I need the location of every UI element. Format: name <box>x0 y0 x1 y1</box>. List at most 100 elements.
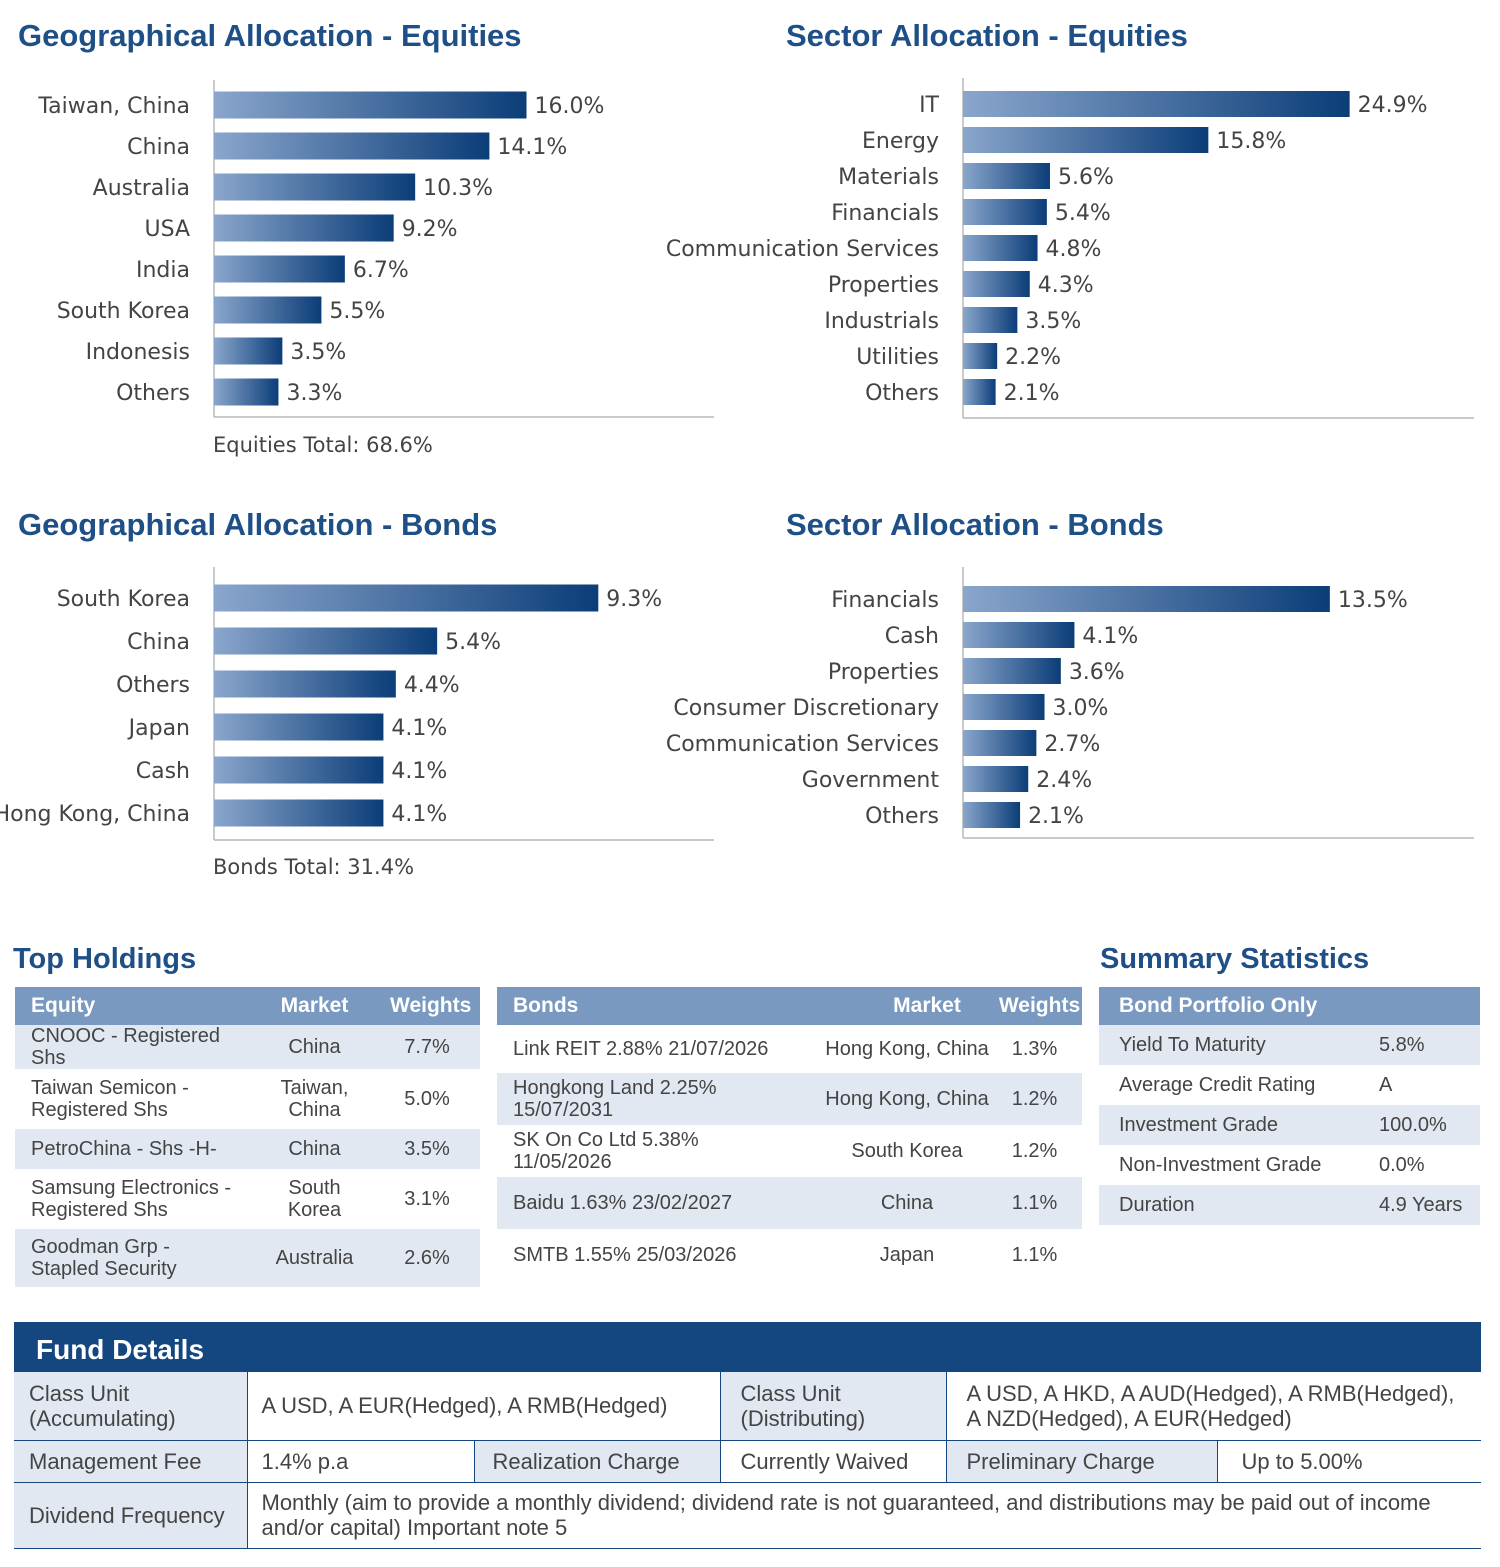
value-label: 24.9% <box>1358 93 1428 118</box>
mgmt-fee-value: 1.4% p.a <box>247 1440 475 1483</box>
equities-total: Equities Total: 68.6% <box>213 433 433 457</box>
value-label: 13.5% <box>1338 588 1408 613</box>
fund-details-section: Fund Details Class Unit (Accumulating) A… <box>14 1322 1482 1549</box>
fund-row-class-units: Class Unit (Accumulating) A USD, A EUR(H… <box>14 1372 1482 1441</box>
column-header-weights: Weights <box>997 987 1082 1025</box>
summary-statistics-title: Summary Statistics <box>1100 943 1370 975</box>
bar <box>963 379 996 405</box>
stat-value: 5.8% <box>1361 1025 1480 1065</box>
value-label: 3.5% <box>290 340 346 365</box>
holding-name: PetroChina - Shs -H- <box>15 1129 255 1169</box>
realization-charge-value: Currently Waived <box>720 1440 947 1483</box>
category-label: Properties <box>828 660 939 685</box>
holding-market: China <box>817 1177 997 1229</box>
value-label: 4.1% <box>391 716 447 741</box>
stat-label: Average Credit Rating <box>1099 1065 1361 1105</box>
category-label: Australia <box>93 176 190 201</box>
category-label: South Korea <box>57 299 190 324</box>
sector-bonds-title: Sector Allocation - Bonds <box>786 507 1164 542</box>
category-label: China <box>127 630 190 655</box>
value-label: 9.3% <box>606 587 662 612</box>
holding-name: Samsung Electronics - Registered Shs <box>15 1169 255 1229</box>
stat-label: Non-Investment Grade <box>1099 1145 1361 1185</box>
bar <box>214 713 384 741</box>
bar <box>963 163 1050 189</box>
category-label: Hong Kong, China <box>0 802 190 827</box>
bar <box>963 235 1038 261</box>
bar <box>963 91 1350 117</box>
fund-details-table: Class Unit (Accumulating) A USD, A EUR(H… <box>14 1372 1482 1549</box>
bar <box>963 730 1037 756</box>
column-header-bonds: Bonds <box>497 987 817 1025</box>
bar <box>963 271 1030 297</box>
holding-weight: 5.0% <box>374 1069 480 1129</box>
category-label: Industrials <box>824 309 939 334</box>
value-label: 4.3% <box>1038 273 1094 298</box>
bar <box>963 127 1209 153</box>
table-row: Link REIT 2.88% 21/07/2026 Hong Kong, Ch… <box>497 1025 1082 1073</box>
table-row: Duration 4.9 Years <box>1099 1185 1480 1225</box>
category-label: Materials <box>838 165 939 190</box>
category-label: Others <box>865 804 939 829</box>
holding-name: SMTB 1.55% 25/03/2026 <box>497 1229 817 1281</box>
table-row: Investment Grade 100.0% <box>1099 1105 1480 1145</box>
bar <box>214 132 490 160</box>
bar <box>214 378 279 406</box>
category-label: Others <box>865 381 939 406</box>
bar <box>214 214 394 242</box>
bar <box>214 799 384 827</box>
value-label: 2.1% <box>1004 381 1060 406</box>
summary-header: Bond Portfolio Only <box>1099 987 1480 1025</box>
holding-market: Australia <box>255 1229 374 1287</box>
column-header-market: Market <box>817 987 997 1025</box>
table-row: Taiwan Semicon - Registered Shs Taiwan, … <box>15 1069 480 1129</box>
holding-weight: 1.1% <box>997 1177 1082 1229</box>
value-label: 4.1% <box>1082 624 1138 649</box>
category-label: Government <box>802 768 940 793</box>
holding-market: Hong Kong, China <box>817 1073 997 1125</box>
holding-name: SK On Co Ltd 5.38% 11/05/2026 <box>497 1125 817 1177</box>
geo-equities-title: Geographical Allocation - Equities <box>18 18 522 53</box>
bar <box>214 91 527 119</box>
holding-market: Japan <box>817 1229 997 1281</box>
holding-market: South Korea <box>817 1125 997 1177</box>
bar <box>963 586 1330 612</box>
holding-name: Hongkong Land 2.25% 15/07/2031 <box>497 1073 817 1125</box>
holding-market: Hong Kong, China <box>817 1025 997 1073</box>
bar <box>963 307 1018 333</box>
value-label: 14.1% <box>497 135 567 160</box>
category-label: India <box>136 258 190 283</box>
value-label: 5.5% <box>329 299 385 324</box>
table-row: Average Credit Rating A <box>1099 1065 1480 1105</box>
bar <box>963 658 1061 684</box>
table-row: Yield To Maturity 5.8% <box>1099 1025 1480 1065</box>
holding-market: South Korea <box>255 1169 374 1229</box>
fund-row-dividend: Dividend Frequency Monthly (aim to provi… <box>14 1482 1482 1549</box>
class-acc-label: Class Unit (Accumulating) <box>14 1372 248 1441</box>
value-label: 2.1% <box>1028 804 1084 829</box>
table-row: Baidu 1.63% 23/02/2027 China 1.1% <box>497 1177 1082 1229</box>
holding-weight: 1.2% <box>997 1073 1082 1125</box>
value-label: 16.0% <box>535 94 605 119</box>
geo-equities-chart: Taiwan, China 16.0% China 14.1% Australia 10.… <box>37 80 714 418</box>
value-label: 2.2% <box>1005 345 1061 370</box>
bar <box>963 622 1075 648</box>
category-label: Taiwan, China <box>37 94 190 119</box>
column-header-market: Market <box>255 987 374 1025</box>
category-label: Financials <box>831 588 939 613</box>
category-label: Others <box>116 673 190 698</box>
holding-market: China <box>255 1025 374 1069</box>
holding-market: Taiwan, China <box>255 1069 374 1129</box>
value-label: 3.0% <box>1053 696 1109 721</box>
stat-value: 4.9 Years <box>1361 1185 1480 1225</box>
bar <box>963 766 1029 792</box>
mgmt-fee-label: Management Fee <box>14 1440 248 1483</box>
value-label: 4.1% <box>391 802 447 827</box>
table-row: Goodman Grp - Stapled Security Australia… <box>15 1229 480 1287</box>
bar <box>214 670 396 698</box>
realization-charge-label: Realization Charge <box>474 1440 721 1483</box>
stat-value: A <box>1361 1065 1480 1105</box>
fund-row-charges: Management Fee 1.4% p.a Realization Char… <box>14 1440 1482 1483</box>
holding-weight: 1.3% <box>997 1025 1082 1073</box>
category-label: Properties <box>828 273 939 298</box>
